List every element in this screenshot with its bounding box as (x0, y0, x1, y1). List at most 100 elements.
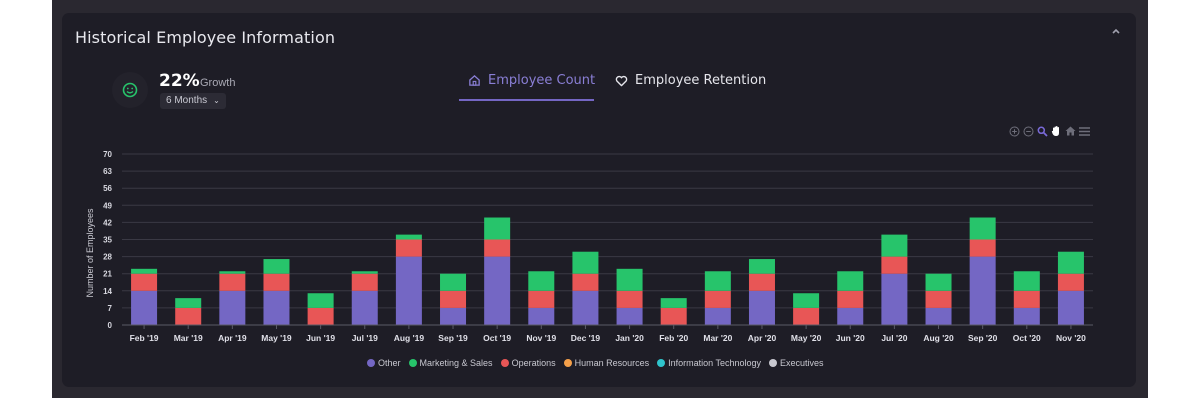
tab-employee-retention[interactable]: Employee Retention (615, 73, 766, 88)
legend-label: Human Resources (574, 358, 650, 368)
bar-segment-other[interactable] (925, 307, 952, 325)
x-tick-label: May '19 (261, 333, 292, 343)
bar-segment-operations[interactable] (925, 290, 952, 308)
bar-segment-other[interactable] (969, 256, 996, 325)
bar-segment-marketing-sales[interactable] (263, 259, 290, 274)
bar-segment-marketing-sales[interactable] (704, 271, 731, 291)
x-tick-label: Feb '19 (130, 333, 159, 343)
bar-segment-marketing-sales[interactable] (219, 271, 246, 274)
bar-segment-marketing-sales[interactable] (793, 293, 820, 308)
bar-segment-marketing-sales[interactable] (395, 234, 422, 240)
bar-segment-operations[interactable] (837, 290, 864, 308)
bar-segment-operations[interactable] (484, 239, 511, 257)
x-tick-label: Apr '19 (218, 333, 247, 343)
bar-segment-other[interactable] (616, 307, 643, 325)
y-tick-label: 0 (108, 321, 113, 330)
bar-segment-marketing-sales[interactable] (881, 234, 908, 257)
bar-segment-marketing-sales[interactable] (1013, 271, 1040, 291)
bar-segment-other[interactable] (572, 290, 599, 325)
bar-segment-marketing-sales[interactable] (969, 217, 996, 240)
zoom-in-icon[interactable] (1008, 125, 1020, 137)
bar-segment-operations[interactable] (616, 290, 643, 308)
chart-legend: Other Marketing & Sales Operations Human Re… (367, 358, 824, 368)
x-tick-label: Nov '20 (1056, 333, 1086, 343)
bar-segment-marketing-sales[interactable] (616, 268, 643, 291)
bar-segment-operations[interactable] (1057, 273, 1084, 291)
x-tick-label: Sep '20 (968, 333, 998, 343)
bar-segment-other[interactable] (484, 256, 511, 325)
x-tick-label: Oct '20 (1013, 333, 1041, 343)
bar-segment-operations[interactable] (131, 273, 158, 291)
bar-segment-other[interactable] (704, 307, 731, 325)
bar-segment-marketing-sales[interactable] (351, 271, 378, 274)
bar-segment-marketing-sales[interactable] (837, 271, 864, 291)
bar-segment-other[interactable] (395, 256, 422, 325)
legend-item-human-resources[interactable]: Human Resources (563, 358, 650, 368)
legend-item-other[interactable]: Other (367, 358, 401, 368)
bar-segment-operations[interactable] (704, 290, 731, 308)
chevron-up-icon[interactable] (1112, 25, 1120, 37)
bar-segment-other[interactable] (1057, 290, 1084, 325)
bar-segment-operations[interactable] (793, 307, 820, 325)
x-axis-ticks: Feb '19 Mar '19 Apr '19 May '19 Jun '19 Jul '… (130, 325, 1086, 343)
bar-segment-operations[interactable] (748, 273, 775, 291)
bar-segment-marketing-sales[interactable] (660, 298, 687, 308)
legend-item-operations[interactable]: Operations (500, 358, 556, 368)
bar-segment-operations[interactable] (572, 273, 599, 291)
bar-segment-other[interactable] (219, 290, 246, 325)
bar-segment-other[interactable] (440, 307, 467, 325)
bar-segment-operations[interactable] (395, 239, 422, 257)
x-tick-label: Jan '20 (615, 333, 644, 343)
bar-segment-other[interactable] (881, 273, 908, 325)
bar-segment-other[interactable] (263, 290, 290, 325)
bar-segment-operations[interactable] (175, 307, 202, 325)
bar-segment-marketing-sales[interactable] (307, 293, 334, 308)
bar-segment-operations[interactable] (881, 256, 908, 274)
bar-segment-marketing-sales[interactable] (440, 273, 467, 291)
y-tick-label: 21 (103, 270, 112, 279)
bar-segment-operations[interactable] (660, 307, 687, 325)
selection-zoom-icon[interactable] (1036, 125, 1048, 137)
bar-segment-operations[interactable] (440, 290, 467, 308)
bar-segment-other[interactable] (351, 290, 378, 325)
x-tick-label: Aug '20 (923, 333, 954, 343)
bar-segment-operations[interactable] (307, 307, 334, 325)
bar-segment-marketing-sales[interactable] (528, 271, 555, 291)
zoom-out-icon[interactable] (1022, 125, 1034, 137)
y-tick-label: 28 (103, 253, 112, 262)
legend-marker-icon (408, 359, 417, 367)
bar-segment-marketing-sales[interactable] (925, 273, 952, 291)
bar-segment-operations[interactable] (969, 239, 996, 257)
legend-item-information-technology[interactable]: Information Technology (657, 358, 761, 368)
bar-segment-operations[interactable] (528, 290, 555, 308)
card-title: Historical Employee Information (75, 28, 336, 47)
y-tick-label: 7 (108, 304, 113, 313)
reset-home-icon[interactable] (1064, 125, 1076, 137)
bar-segment-marketing-sales[interactable] (1057, 251, 1084, 274)
x-tick-label: Dec '19 (571, 333, 601, 343)
bar-segment-marketing-sales[interactable] (484, 217, 511, 240)
menu-icon[interactable] (1078, 125, 1090, 137)
bar-segment-marketing-sales[interactable] (131, 268, 158, 274)
bar-segment-operations[interactable] (219, 273, 246, 291)
bar-segment-other[interactable] (131, 290, 158, 325)
bar-segment-other[interactable] (1013, 307, 1040, 325)
tab-employee-count[interactable]: Employee Count (468, 73, 595, 88)
legend-label: Information Technology (668, 358, 762, 368)
bar-segment-operations[interactable] (1013, 290, 1040, 308)
bar-segment-marketing-sales[interactable] (175, 298, 202, 308)
x-tick-label: Apr '20 (748, 333, 777, 343)
bar-segment-marketing-sales[interactable] (748, 259, 775, 274)
bar-segment-operations[interactable] (263, 273, 290, 291)
legend-item-marketing-sales[interactable]: Marketing & Sales (408, 358, 493, 368)
legend-marker-icon (367, 359, 375, 367)
y-tick-label: 70 (103, 150, 112, 159)
pan-hand-icon[interactable] (1050, 125, 1062, 137)
bar-segment-marketing-sales[interactable] (572, 251, 599, 274)
period-select[interactable]: 6 Months ⌄ (160, 93, 226, 109)
bar-segment-other[interactable] (528, 307, 555, 325)
bar-segment-operations[interactable] (351, 273, 378, 291)
legend-item-executives[interactable]: Executives (769, 358, 824, 368)
bar-segment-other[interactable] (837, 307, 864, 325)
bar-segment-other[interactable] (748, 290, 775, 325)
